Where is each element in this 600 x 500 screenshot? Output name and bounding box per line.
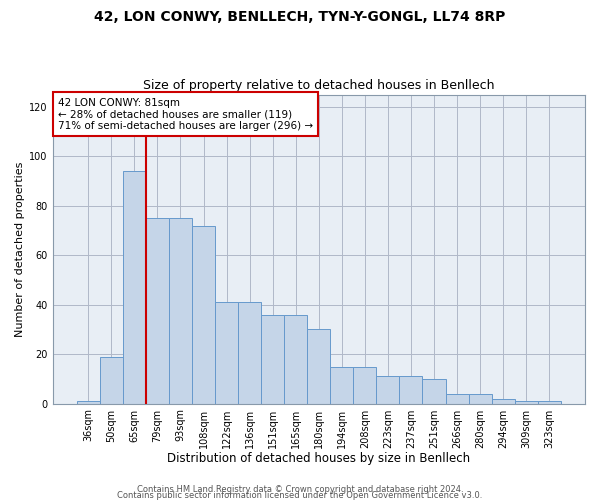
Bar [192, 226, 215, 404]
Text: 42 LON CONWY: 81sqm
← 28% of detached houses are smaller (119)
71% of semi-detac: 42 LON CONWY: 81sqm ← 28% of detached ho… [58, 98, 313, 131]
Title: Size of property relative to detached houses in Benllech: Size of property relative to detached ho… [143, 79, 494, 92]
Bar [77, 401, 100, 404]
Bar [400, 376, 422, 404]
Y-axis label: Number of detached properties: Number of detached properties [15, 162, 25, 337]
Bar [123, 171, 146, 404]
Bar [330, 366, 353, 404]
Bar [284, 314, 307, 404]
Bar [515, 401, 538, 404]
Bar [169, 218, 192, 404]
Bar [215, 302, 238, 404]
Text: 42, LON CONWY, BENLLECH, TYN-Y-GONGL, LL74 8RP: 42, LON CONWY, BENLLECH, TYN-Y-GONGL, LL… [94, 10, 506, 24]
Bar [422, 379, 446, 404]
Text: Contains HM Land Registry data © Crown copyright and database right 2024.: Contains HM Land Registry data © Crown c… [137, 484, 463, 494]
Bar [100, 356, 123, 404]
X-axis label: Distribution of detached houses by size in Benllech: Distribution of detached houses by size … [167, 452, 470, 465]
Bar [538, 401, 561, 404]
Bar [376, 376, 400, 404]
Bar [238, 302, 261, 404]
Bar [307, 330, 330, 404]
Bar [353, 366, 376, 404]
Bar [469, 394, 491, 404]
Bar [446, 394, 469, 404]
Bar [261, 314, 284, 404]
Bar [146, 218, 169, 404]
Bar [491, 398, 515, 404]
Text: Contains public sector information licensed under the Open Government Licence v3: Contains public sector information licen… [118, 490, 482, 500]
